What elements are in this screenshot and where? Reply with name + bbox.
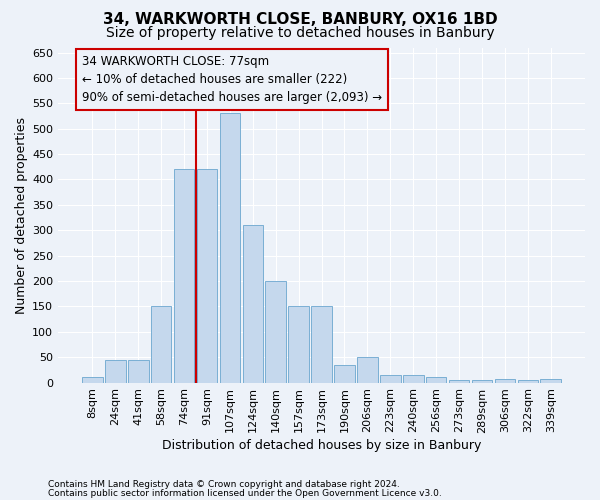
- Bar: [289, 306, 309, 382]
- Bar: [472, 380, 493, 382]
- Bar: [265, 281, 286, 382]
- Bar: [380, 375, 401, 382]
- Bar: [494, 378, 515, 382]
- Text: Contains HM Land Registry data © Crown copyright and database right 2024.: Contains HM Land Registry data © Crown c…: [48, 480, 400, 489]
- Text: Contains public sector information licensed under the Open Government Licence v3: Contains public sector information licen…: [48, 489, 442, 498]
- Bar: [174, 170, 194, 382]
- Y-axis label: Number of detached properties: Number of detached properties: [15, 116, 28, 314]
- Bar: [449, 380, 469, 382]
- Text: 34, WARKWORTH CLOSE, BANBURY, OX16 1BD: 34, WARKWORTH CLOSE, BANBURY, OX16 1BD: [103, 12, 497, 28]
- Bar: [82, 378, 103, 382]
- X-axis label: Distribution of detached houses by size in Banbury: Distribution of detached houses by size …: [162, 440, 481, 452]
- Bar: [311, 306, 332, 382]
- Bar: [105, 360, 125, 382]
- Bar: [518, 380, 538, 382]
- Bar: [128, 360, 149, 382]
- Bar: [151, 306, 172, 382]
- Bar: [334, 365, 355, 382]
- Bar: [220, 114, 240, 382]
- Text: 34 WARKWORTH CLOSE: 77sqm
← 10% of detached houses are smaller (222)
90% of semi: 34 WARKWORTH CLOSE: 77sqm ← 10% of detac…: [82, 55, 382, 104]
- Bar: [403, 375, 424, 382]
- Bar: [242, 225, 263, 382]
- Bar: [357, 357, 378, 382]
- Bar: [197, 170, 217, 382]
- Text: Size of property relative to detached houses in Banbury: Size of property relative to detached ho…: [106, 26, 494, 40]
- Bar: [541, 378, 561, 382]
- Bar: [426, 378, 446, 382]
